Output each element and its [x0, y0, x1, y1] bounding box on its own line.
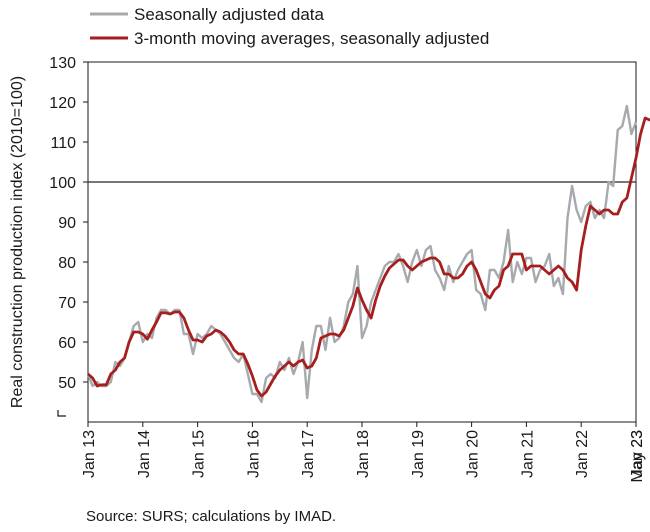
y-tick-label: 70 [58, 295, 76, 312]
x-tick-label: Jan 21 [519, 430, 536, 478]
x-tick-label: Jan 22 [574, 430, 591, 478]
y-tick-label: 90 [58, 215, 76, 232]
legend-label-seasonally-adjusted: Seasonally adjusted data [134, 5, 325, 24]
plot-frame [87, 61, 637, 423]
series-line-moving-average [87, 116, 650, 398]
y-axis-title: Real construction production index (2010… [9, 76, 26, 408]
legend-label-moving-average: 3-month moving averages, seasonally adju… [134, 29, 489, 48]
legend: Seasonally adjusted data 3-month moving … [90, 5, 489, 48]
x-tick-label: Jan 13 [81, 430, 98, 478]
x-tick-label: Jan 23 [629, 430, 646, 478]
x-tick-label: Jan 17 [300, 430, 317, 478]
x-tick-label: Jan 18 [355, 430, 372, 478]
x-tick-label: May 23 [629, 430, 646, 483]
y-tick-label: 110 [50, 135, 76, 152]
series-line-seasonally-adjusted [86, 104, 638, 404]
y-tick-label: 50 [58, 375, 76, 392]
y-tick-label: 80 [58, 255, 76, 272]
source-note: Source: SURS; calculations by IMAD. [86, 508, 337, 525]
x-tick-label: Jan 14 [136, 430, 153, 478]
x-tick-label: Jan 15 [191, 430, 208, 478]
y-tick-label: 130 [49, 55, 76, 72]
x-tick-label: Jan 19 [410, 430, 427, 478]
y-axis: 50 60 70 80 90 100 110 120 130 [49, 55, 88, 392]
y-tick-label: 120 [49, 95, 76, 112]
y-tick-label: 100 [49, 175, 76, 192]
x-tick-label: Jan 16 [245, 430, 262, 478]
axis-break-icon [57, 410, 66, 417]
x-tick-label: Jan 20 [465, 430, 482, 478]
y-tick-label: 60 [58, 335, 76, 352]
x-axis: Jan 13 Jan 14 Jan 15 Jan 16 Jan 17 Jan 18 Jan … [81, 422, 646, 482]
